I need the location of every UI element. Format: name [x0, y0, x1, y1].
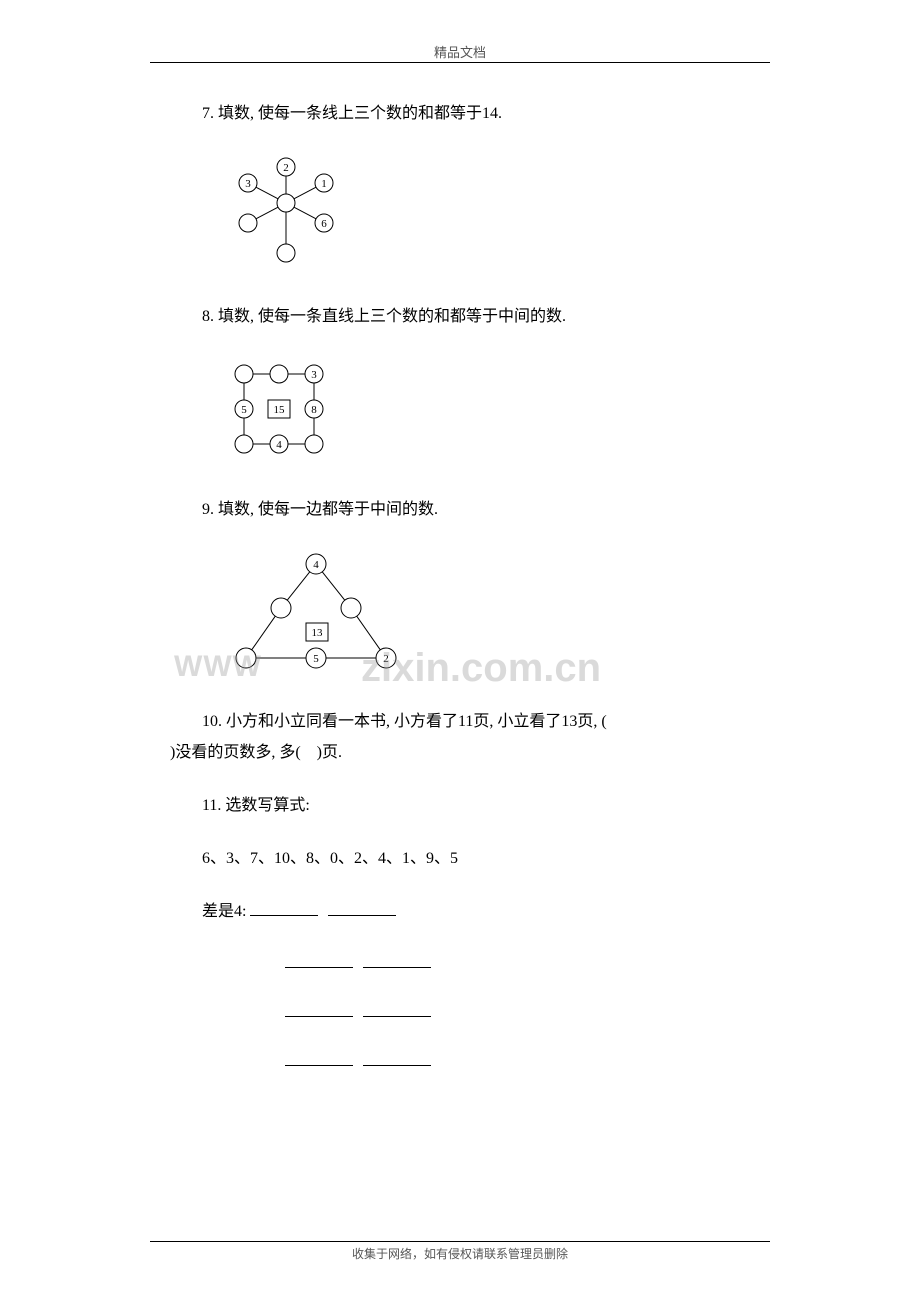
footer-rule: [150, 1241, 770, 1242]
blank-2a: [285, 952, 353, 968]
svg-text:5: 5: [241, 404, 247, 416]
svg-text:1: 1: [321, 178, 327, 190]
q9-diagram: 13452 WWW zixin.com.cn: [226, 548, 750, 678]
q7-diagram: 3 2 1 6: [226, 153, 750, 273]
blank-1a: [250, 900, 318, 916]
q8-diagram: 15 3 5 8 4: [226, 356, 750, 466]
page-header: 精品文档: [0, 42, 920, 61]
svg-text:2: 2: [283, 162, 289, 174]
q7-text: 7. 填数, 使每一条线上三个数的和都等于14.: [170, 100, 750, 129]
blank-3a: [285, 1001, 353, 1017]
q7-svg: 3 2 1 6: [226, 153, 346, 273]
q11-numbers: 6、3、7、10、8、0、2、4、1、9、5: [170, 845, 750, 874]
blank-1b: [328, 900, 396, 916]
q9-svg: 13 4 5 2: [226, 548, 406, 678]
blank-4b: [363, 1050, 431, 1066]
q11-prompt-row: 差是4:: [170, 898, 750, 927]
q10-text-b: )没看的页数多, 多( )页.: [170, 739, 750, 768]
svg-text:6: 6: [321, 218, 327, 230]
q8-text: 8. 填数, 使每一条直线上三个数的和都等于中间的数.: [170, 303, 750, 332]
svg-text:3: 3: [311, 369, 317, 381]
header-rule: [150, 62, 770, 63]
svg-text:15: 15: [274, 404, 286, 416]
q11-blank-row-2: [285, 950, 750, 979]
blank-4a: [285, 1050, 353, 1066]
svg-text:5: 5: [313, 653, 319, 665]
q11-text: 11. 选数写算式:: [170, 792, 750, 821]
q9-text: 9. 填数, 使每一边都等于中间的数.: [170, 496, 750, 525]
content-area: 7. 填数, 使每一条线上三个数的和都等于14. 3 2 1 6 8. 填数, 使每一…: [170, 100, 750, 1101]
svg-text:13: 13: [312, 627, 324, 639]
blank-3b: [363, 1001, 431, 1017]
q11-blank-row-3: [285, 999, 750, 1028]
svg-text:2: 2: [383, 653, 389, 665]
svg-text:4: 4: [313, 559, 319, 571]
q10-text-a: 10. 小方和小立同看一本书, 小方看了11页, 小立看了13页, (: [170, 708, 750, 737]
q8-svg: 15 3 5 8 4: [226, 356, 346, 466]
blank-2b: [363, 952, 431, 968]
svg-text:8: 8: [311, 404, 317, 416]
svg-text:3: 3: [245, 178, 251, 190]
q11-blank-row-4: [285, 1048, 750, 1077]
page-footer: 收集于网络，如有侵权请联系管理员删除: [0, 1245, 920, 1262]
q11-prompt: 差是4:: [202, 903, 246, 920]
svg-text:4: 4: [276, 439, 282, 451]
